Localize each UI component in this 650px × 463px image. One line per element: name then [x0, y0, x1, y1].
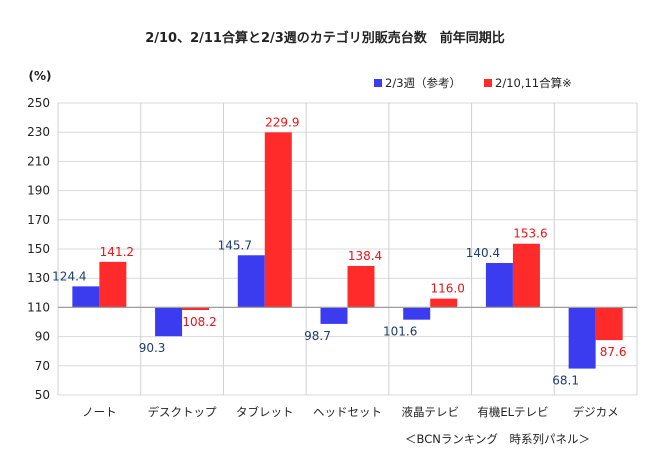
y-tick-label: 110 [27, 300, 50, 314]
bar [485, 263, 513, 308]
x-tick-label: 液晶テレビ [401, 405, 459, 419]
data-label: 124.4 [52, 269, 86, 283]
bar [264, 132, 292, 308]
legend: 2/3週（参考） 2/10,11合算※ [374, 76, 572, 90]
y-tick-label: 150 [27, 242, 50, 256]
y-tick-label: 230 [27, 125, 50, 139]
legend-label: 2/10,11合算※ [495, 76, 572, 90]
legend-swatch [484, 79, 492, 87]
data-label: 141.2 [100, 245, 134, 259]
y-tick-label: 90 [35, 330, 50, 344]
plot-area: 50 70 90 110 130 150 170 190 210 230 250 124.4 141.2… [27, 96, 638, 419]
data-label: 101.6 [383, 325, 417, 339]
bar [430, 298, 458, 308]
bar [237, 255, 265, 308]
y-tick-label: 50 [35, 388, 50, 402]
legend-label: 2/3週（参考） [385, 76, 461, 90]
data-label: 98.7 [304, 329, 331, 343]
data-label: 90.3 [139, 341, 166, 355]
bar [568, 307, 596, 369]
x-tick-label: ノート [82, 405, 117, 419]
y-tick-label: 210 [27, 154, 50, 168]
data-label: 153.6 [513, 227, 547, 241]
data-label: 108.2 [182, 315, 216, 329]
bar [72, 286, 100, 308]
legend-swatch [374, 79, 382, 87]
x-tick-label: ヘッドセット [313, 405, 382, 419]
x-tick-label: タブレット [236, 405, 294, 419]
data-label: 140.4 [466, 246, 500, 260]
data-label: 116.0 [431, 282, 465, 296]
bar [182, 307, 210, 311]
bar [320, 307, 348, 324]
bar [155, 307, 183, 337]
chart-title: 2/10、2/11合算と2/3週のカテゴリ別販売台数 前年同期比 [145, 30, 505, 46]
data-label: 68.1 [552, 374, 579, 388]
data-label: 229.9 [265, 115, 299, 129]
source-note: ＜BCNランキング 時系列パネル＞ [405, 432, 590, 446]
x-tick-label: 有機ELテレビ [477, 405, 548, 419]
x-tick-label: デスクトップ [148, 405, 217, 419]
data-label: 145.7 [218, 238, 252, 252]
y-tick-label: 170 [27, 213, 50, 227]
y-tick-label: 190 [27, 184, 50, 198]
x-tick-label: デジカメ [573, 405, 619, 419]
y-tick-label: 250 [27, 96, 50, 110]
y-axis-label: (%) [29, 69, 52, 83]
bar [99, 261, 127, 308]
bar [595, 307, 623, 341]
bar [403, 307, 431, 320]
bar [347, 265, 375, 308]
data-label: 138.4 [348, 249, 382, 263]
y-tick-label: 130 [27, 271, 50, 285]
bar [512, 243, 540, 308]
y-tick-label: 70 [35, 359, 50, 373]
data-label: 87.6 [600, 345, 627, 359]
